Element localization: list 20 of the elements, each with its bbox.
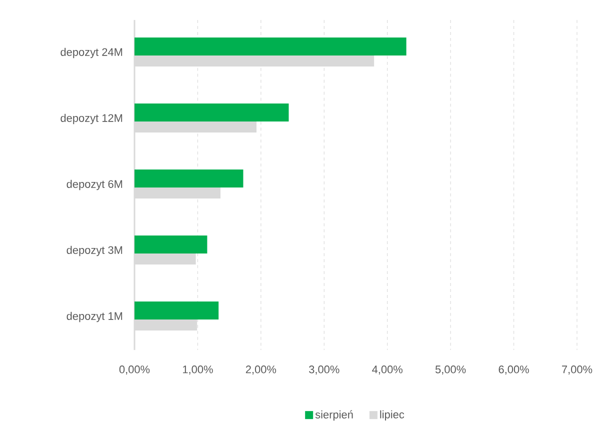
y-tick-label: depozyt 6M [66, 180, 122, 190]
x-tick-label: 1,00% [183, 366, 213, 375]
legend-label: sierpień [315, 410, 353, 421]
y-tick-label: depozyt 1M [66, 312, 122, 322]
x-tick-label: 0,00% [119, 366, 150, 375]
bar [134, 38, 406, 56]
bar [134, 236, 208, 254]
x-tick-label: 2,00% [246, 366, 276, 375]
x-tick-label: 5,00% [435, 366, 466, 375]
y-tick-label: depozyt 12M [60, 114, 122, 124]
x-tick-label: 4,00% [372, 366, 402, 375]
legend-label: lipiec [380, 410, 404, 421]
x-tick-label: 6,00% [498, 366, 529, 375]
bar [134, 170, 244, 188]
x-tick-label: 3,00% [309, 366, 340, 375]
y-tick-label: depozyt 24M [60, 48, 122, 58]
y-tick-label: depozyt 3M [66, 246, 122, 256]
bar [134, 104, 289, 122]
x-tick-label: 7,00% [562, 366, 592, 375]
bar [134, 302, 219, 320]
